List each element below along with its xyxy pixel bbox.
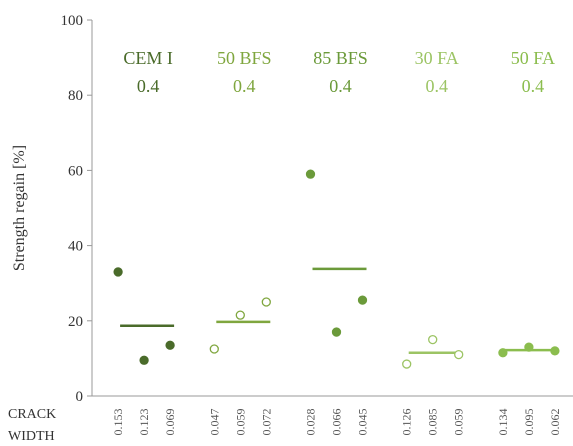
data-point <box>550 346 560 356</box>
crack-width-label: 0.123 <box>137 409 151 436</box>
x-axis-title-line: CRACK <box>8 407 56 422</box>
group-2: 85 BFS 0.4 <box>313 48 368 96</box>
group-title: CEM I <box>123 48 173 68</box>
y-tick-label: 40 <box>68 239 83 255</box>
data-point <box>524 342 534 352</box>
data-point <box>209 344 219 354</box>
crack-width-label: 0.153 <box>111 409 125 436</box>
crack-width-label: 0.085 <box>426 409 440 436</box>
x-axis-title-line: WIDTH <box>8 429 55 444</box>
crack-width-label: 0.069 <box>163 409 177 436</box>
crack-width-label: 0.045 <box>356 409 370 436</box>
group-3: 30 FA 0.4 <box>415 48 459 96</box>
group-wb-ratio: 0.4 <box>233 76 256 96</box>
data-point <box>139 355 149 365</box>
y-tick-label: 20 <box>68 314 83 330</box>
data-point <box>454 349 464 360</box>
group-wb-ratio: 0.4 <box>137 76 160 96</box>
group-title: 30 FA <box>415 48 459 68</box>
group-1: 50 BFS 0.4 <box>217 48 272 96</box>
crack-width-label: 0.059 <box>233 409 247 436</box>
crack-width-label: 0.134 <box>496 409 510 436</box>
group-wb-ratio: 0.4 <box>329 76 352 96</box>
crack-width-label: 0.059 <box>452 409 466 436</box>
group-wb-ratio: 0.4 <box>425 76 448 96</box>
data-point <box>331 327 342 337</box>
y-tick-label: 80 <box>68 88 83 104</box>
data-point <box>261 297 271 307</box>
y-tick-label: 0 <box>76 389 84 405</box>
group-title: 85 BFS <box>313 48 368 68</box>
crack-width-label: 0.095 <box>522 409 536 436</box>
y-axis-title: Strength regain [%] <box>11 145 28 271</box>
crack-width-label: 0.072 <box>259 409 273 436</box>
crack-width-label: 0.062 <box>548 409 562 436</box>
crack-width-label: 0.028 <box>304 409 318 436</box>
data-point <box>428 334 438 345</box>
data-point <box>498 348 508 358</box>
y-tick-label: 100 <box>61 13 84 29</box>
data-point <box>305 169 316 179</box>
crack-width-label: 0.126 <box>400 409 414 436</box>
data-point <box>165 340 175 350</box>
data-point <box>357 295 368 305</box>
data-point <box>402 359 412 369</box>
data-point <box>113 267 123 277</box>
data-point <box>235 310 245 320</box>
crack-width-label: 0.066 <box>330 409 344 436</box>
group-4: 50 FA 0.4 <box>511 48 555 96</box>
group-title: 50 BFS <box>217 48 272 68</box>
group-title: 50 FA <box>511 48 555 68</box>
group-0: CEM I 0.4 <box>123 48 173 96</box>
y-tick-label: 60 <box>68 163 83 179</box>
group-wb-ratio: 0.4 <box>522 76 545 96</box>
crack-width-label: 0.047 <box>207 409 221 436</box>
